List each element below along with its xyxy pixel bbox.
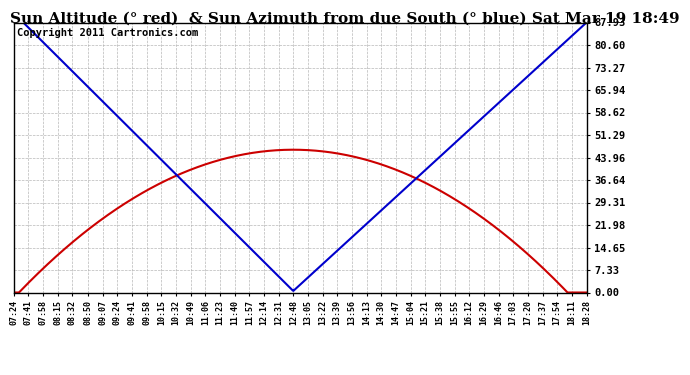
Text: Sun Altitude (° red)  & Sun Azimuth from due South (° blue) Sat Mar 19 18:49: Sun Altitude (° red) & Sun Azimuth from … [10,11,680,25]
Text: Copyright 2011 Cartronics.com: Copyright 2011 Cartronics.com [17,28,198,38]
